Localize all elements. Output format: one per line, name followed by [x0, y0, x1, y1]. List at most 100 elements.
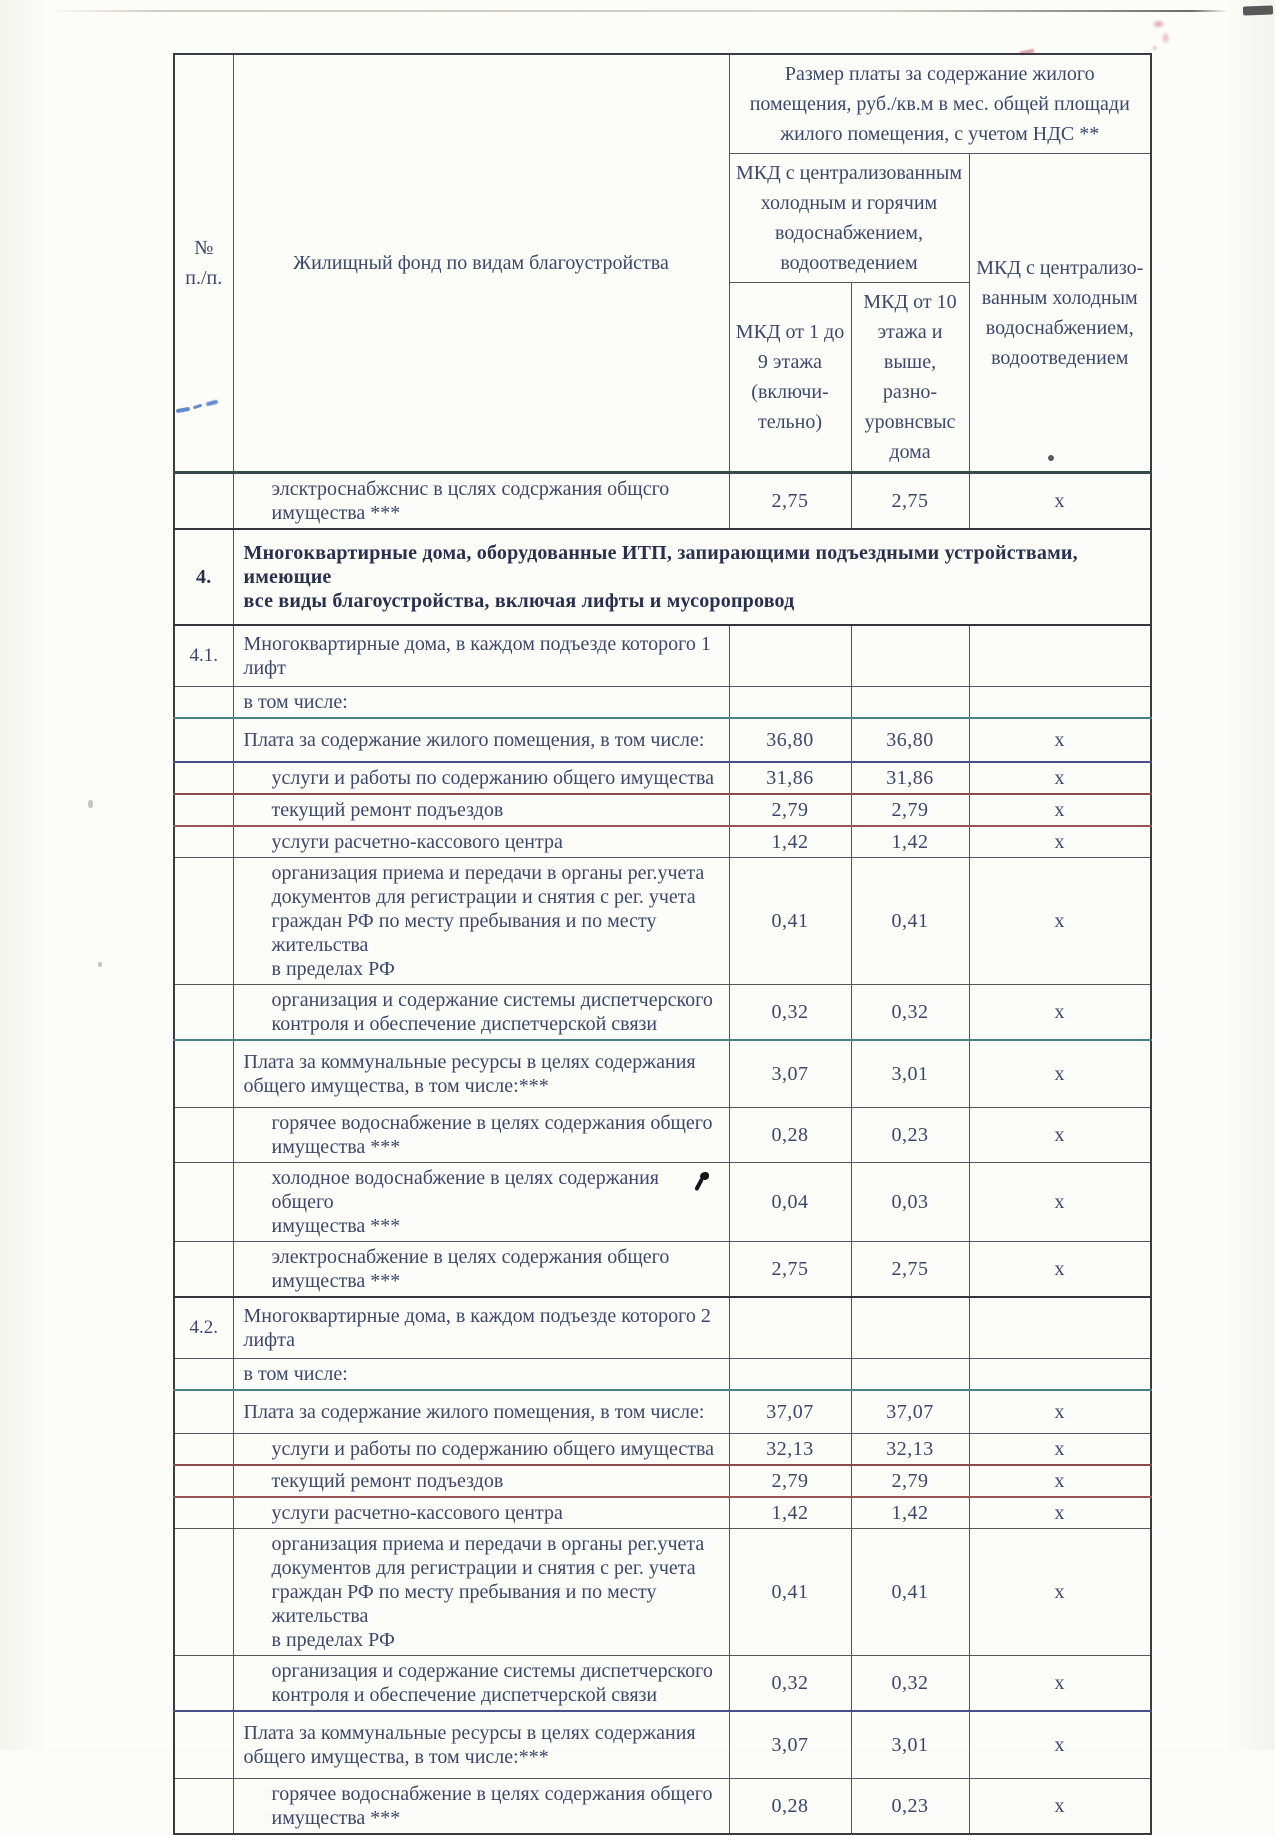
- value-cell-mkd-10plus: 2,79: [850, 793, 970, 827]
- header-row-1: № п./п. Жилищный фонд по видам благоустр…: [173, 53, 1152, 473]
- value-cell-mkd-1-9: 3,07: [728, 1710, 852, 1779]
- tariff-table: № п./п. Жилищный фонд по видам благоустр…: [173, 53, 1152, 1835]
- row-label-cell: элсктроснабжснис в цслях содсржания общс…: [232, 472, 730, 530]
- value-cell-mkd-1-9: 37,07: [728, 1389, 852, 1434]
- value-cell-mkd-1-9: 3,07: [728, 1039, 852, 1108]
- value-cell-mkd-1-9: 2,79: [728, 793, 852, 827]
- row-label-cell: в том числе:: [232, 686, 730, 719]
- value-cell-mkd-1-9: 31,86: [728, 761, 852, 795]
- row-label-cell: Плата за содержание жилого помещения, в …: [232, 1389, 730, 1434]
- value-cell-mkd-cold: [968, 686, 1152, 719]
- table-row: Плата за содержание жилого помещения, в …: [173, 1389, 1152, 1434]
- value-cell-mkd-cold: х: [968, 472, 1152, 530]
- row-number-cell: [173, 1710, 234, 1779]
- table-row: Плата за коммунальные ресурсы в целях со…: [173, 1039, 1152, 1108]
- row-label-cell: Плата за содержание жилого помещения, в …: [232, 717, 730, 763]
- header-col-mkd-10-plus-floors: МКД от 10 этажа и выше, разно- уровнсвыс…: [850, 282, 970, 473]
- value-cell-mkd-10plus: [850, 624, 970, 687]
- header-col-mkd-1-9-floors: МКД от 1 до 9 этажа (включи- тельно): [728, 282, 852, 473]
- row-label-cell: услуги и работы по содержанию общего иму…: [232, 1433, 730, 1466]
- row-number-cell: [173, 717, 234, 763]
- table-row: электроснабжение в целях содержания обще…: [173, 1241, 1152, 1298]
- value-cell-mkd-cold: х: [968, 1528, 1152, 1656]
- value-cell-mkd-cold: х: [968, 717, 1152, 763]
- row-label-cell: организация и содержание системы диспетч…: [232, 1655, 730, 1712]
- value-cell-mkd-1-9: 32,13: [728, 1433, 852, 1466]
- row-number-cell: [173, 825, 234, 858]
- value-cell-mkd-10plus: 2,75: [850, 1241, 970, 1298]
- row-label-cell: горячее водоснабжение в целях содержания…: [232, 1107, 730, 1163]
- value-cell-mkd-10plus: 0,32: [850, 1655, 970, 1712]
- value-cell-mkd-10plus: 37,07: [850, 1389, 970, 1434]
- row-label-cell: услуги расчетно-кассового центра: [232, 825, 730, 858]
- row-label-cell: в том числе:: [232, 1358, 730, 1391]
- value-cell-mkd-1-9: 1,42: [728, 825, 852, 858]
- row-number-cell: [173, 1241, 234, 1298]
- value-cell-mkd-cold: х: [968, 984, 1152, 1041]
- value-cell-mkd-1-9: [728, 1296, 852, 1359]
- scanned-page: № п./п. Жилищный фонд по видам благоустр…: [0, 0, 1275, 1750]
- value-cell-mkd-cold: х: [968, 1039, 1152, 1108]
- value-cell-mkd-1-9: 0,32: [728, 1655, 852, 1712]
- row-label-cell: услуги и работы по содержанию общего иму…: [232, 761, 730, 795]
- scan-speck: [98, 962, 102, 967]
- table-row: организация и содержание системы диспетч…: [173, 984, 1152, 1041]
- value-cell-mkd-1-9: 0,28: [728, 1778, 852, 1835]
- value-cell-mkd-1-9: 0,32: [728, 984, 852, 1041]
- ink-smudge-red: [1144, 14, 1180, 54]
- value-cell-mkd-1-9: [728, 686, 852, 719]
- table-row: организация приема и передачи в органы р…: [173, 1528, 1152, 1656]
- row-number-cell: [173, 984, 234, 1041]
- value-cell-mkd-cold: х: [968, 1496, 1152, 1529]
- value-cell-mkd-cold: [968, 624, 1152, 687]
- value-cell-mkd-cold: х: [968, 761, 1152, 795]
- row-number-cell: 4.: [173, 528, 234, 626]
- value-cell-mkd-1-9: 0,28: [728, 1107, 852, 1163]
- table-header: № п./п. Жилищный фонд по видам благоустр…: [173, 53, 1152, 473]
- table-row: 4.1. Многоквартирные дома, в каждом подъе…: [173, 624, 1152, 687]
- row-label-cell: электроснабжение в целях содержания обще…: [232, 1241, 730, 1298]
- value-cell-mkd-10plus: 2,79: [850, 1464, 970, 1498]
- scan-edge-line: [48, 10, 1228, 12]
- row-number-cell: [173, 1162, 234, 1242]
- value-cell-mkd-1-9: [728, 1358, 852, 1391]
- value-cell-mkd-1-9: 2,75: [728, 1241, 852, 1298]
- value-cell-mkd-10plus: 36,80: [850, 717, 970, 763]
- table-row: услуги расчетно-кассового центра 1,42 1,42…: [173, 825, 1152, 858]
- value-cell-mkd-cold: х: [968, 1162, 1152, 1242]
- row-label-cell: холодное водоснабжение в целях содержани…: [232, 1162, 730, 1242]
- value-cell-mkd-10plus: 0,41: [850, 1528, 970, 1656]
- value-cell-mkd-10plus: 32,13: [850, 1433, 970, 1466]
- value-cell-mkd-cold: х: [968, 793, 1152, 827]
- row-number-cell: 4.2.: [173, 1296, 234, 1359]
- table-row: элсктроснабжснис в цслях содсржания общс…: [173, 472, 1152, 530]
- value-cell-mkd-cold: х: [968, 1464, 1152, 1498]
- scan-speck: [88, 800, 93, 808]
- table-row: 4. Многоквартирные дома, оборудованные ИТ…: [173, 528, 1152, 626]
- value-cell-mkd-1-9: 2,75: [728, 472, 852, 530]
- row-number-cell: [173, 1358, 234, 1391]
- row-number-cell: [173, 1389, 234, 1434]
- value-cell-mkd-1-9: 0,04: [728, 1162, 852, 1242]
- row-label-cell: Плата за коммунальные ресурсы в целях со…: [232, 1039, 730, 1108]
- value-cell-mkd-cold: х: [968, 1107, 1152, 1163]
- value-cell-mkd-1-9: 0,41: [728, 1528, 852, 1656]
- value-cell-mkd-cold: [968, 1358, 1152, 1391]
- value-cell-mkd-cold: х: [968, 1778, 1152, 1835]
- value-cell-mkd-10plus: 31,86: [850, 761, 970, 795]
- value-cell-mkd-10plus: 2,75: [850, 472, 970, 530]
- header-col-number: № п./п.: [173, 53, 234, 473]
- row-label-cell: организация приема и передачи в органы р…: [232, 857, 730, 985]
- table-row: организация приема и передачи в органы р…: [173, 857, 1152, 985]
- table-body: элсктроснабжснис в цслях содсржания общс…: [173, 472, 1152, 1835]
- value-cell-mkd-1-9: 1,42: [728, 1496, 852, 1529]
- scan-corner-mark: [1242, 5, 1274, 16]
- value-cell-mkd-10plus: 0,03: [850, 1162, 970, 1242]
- value-cell-mkd-10plus: [850, 1296, 970, 1359]
- row-label-cell: Многоквартирные дома, оборудованные ИТП,…: [232, 528, 1152, 626]
- table-row: услуги и работы по содержанию общего иму…: [173, 1433, 1152, 1466]
- row-number-cell: [173, 472, 234, 530]
- value-cell-mkd-cold: х: [968, 1241, 1152, 1298]
- value-cell-mkd-10plus: [850, 686, 970, 719]
- table-row: услуги и работы по содержанию общего иму…: [173, 761, 1152, 795]
